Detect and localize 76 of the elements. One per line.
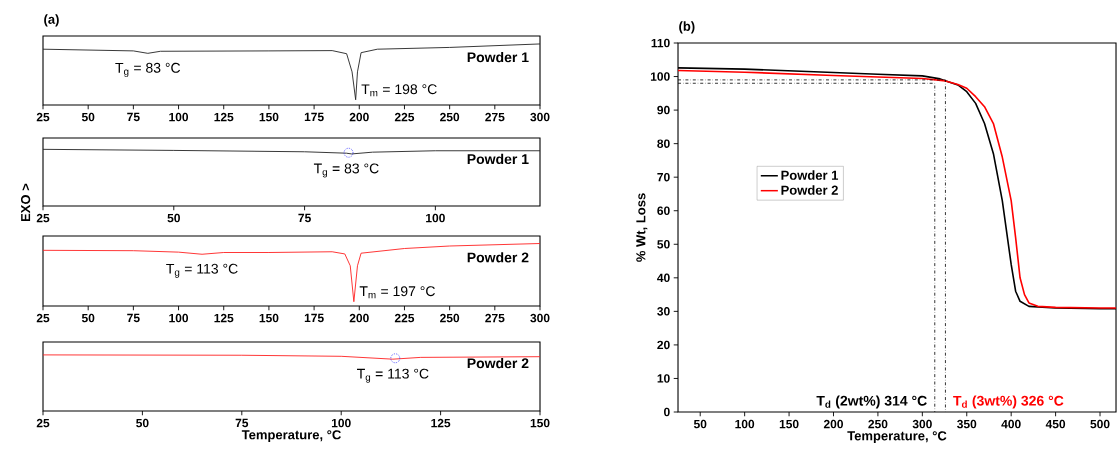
x-tick-label: 50 <box>136 418 149 428</box>
x-axis-title: Temperature, °C <box>241 430 341 442</box>
legend-label: Powder 2 <box>781 185 838 195</box>
x-tick-label: 250 <box>440 313 460 323</box>
x-tick-label: 50 <box>693 419 707 429</box>
x-tick-label: 25 <box>36 418 50 428</box>
x-tick-label: 200 <box>349 313 369 323</box>
x-tick-label: 150 <box>259 112 279 122</box>
annotation: T$_{d}$ (2wt%) 314 °C <box>816 395 927 409</box>
x-tick-label: 225 <box>394 112 415 122</box>
y-tick-label: 70 <box>657 172 670 182</box>
y-tick-label: 40 <box>657 273 670 283</box>
x-tick-label: 50 <box>167 213 180 223</box>
x-tick-label: 75 <box>127 112 140 122</box>
x-tick-label: 175 <box>304 313 324 323</box>
annotation: T$_{g}$ = 113 °C <box>166 263 238 278</box>
x-tick-label: 275 <box>485 112 505 122</box>
y-tick-label: 0 <box>664 407 670 417</box>
annotation: T$_{g}$ = 113 °C <box>357 368 429 383</box>
x-tick-label: 125 <box>431 418 451 428</box>
x-tick-label: 300 <box>530 112 550 122</box>
x-tick-label: 50 <box>81 313 95 323</box>
x-tick-label: 300 <box>912 419 932 429</box>
series-label: Powder 1 <box>467 153 529 165</box>
y-tick-label: 110 <box>651 38 670 48</box>
chart-title: (a) <box>44 14 59 27</box>
x-tick-label: 100 <box>426 213 445 223</box>
annotation: T$_{g}$ = 83 °C <box>313 163 379 178</box>
x-tick-label: 225 <box>394 313 415 323</box>
x-tick-label: 25 <box>36 213 50 223</box>
y-tick-label: 100 <box>650 72 670 81</box>
x-tick-label: 150 <box>779 419 799 429</box>
x-tick-label: 250 <box>440 112 460 122</box>
y-tick-label: 20 <box>657 340 670 350</box>
x-tick-label: 450 <box>1045 419 1066 429</box>
series-label: Powder 1 <box>467 51 529 63</box>
y-tick-label: 80 <box>657 139 670 148</box>
y-tick-label: 90 <box>657 105 670 115</box>
x-tick-label: 175 <box>304 112 324 122</box>
x-tick-label: 50 <box>81 112 95 122</box>
x-tick-label: 350 <box>957 419 977 429</box>
x-tick-label: 500 <box>1090 419 1110 429</box>
x-tick-label: 100 <box>735 419 755 429</box>
y-axis-title: EXO > <box>21 183 31 222</box>
legend-label: Powder 1 <box>781 170 839 180</box>
x-axis-title: Temperature, °C <box>847 431 947 443</box>
x-tick-label: 150 <box>259 313 279 323</box>
x-tick-label: 25 <box>36 313 50 323</box>
y-tick-label: 50 <box>657 240 670 249</box>
x-tick-label: 100 <box>169 313 189 323</box>
x-tick-label: 125 <box>214 112 234 122</box>
x-tick-label: 200 <box>349 112 369 122</box>
x-tick-label: 275 <box>485 313 505 323</box>
x-tick-label: 150 <box>530 418 550 428</box>
y-tick-label: 60 <box>657 206 670 215</box>
x-tick-label: 75 <box>127 313 140 323</box>
annotation: T$_{m}$ = 198 °C <box>361 84 437 97</box>
y-axis-title: % Wt, Loss <box>636 193 648 262</box>
x-tick-label: 75 <box>298 213 311 223</box>
annotation: T$_{m}$ = 197 °C <box>359 286 435 299</box>
x-tick-label: 250 <box>868 419 888 429</box>
x-tick-label: 125 <box>214 313 234 323</box>
x-tick-label: 200 <box>823 419 843 429</box>
chart-title: (b) <box>679 21 695 34</box>
series-label: Powder 2 <box>467 357 529 369</box>
y-tick-label: 30 <box>657 307 670 316</box>
annotation: T$_{g}$ = 83 °C <box>115 62 181 77</box>
x-tick-label: 400 <box>1001 419 1021 429</box>
x-tick-label: 25 <box>36 112 50 122</box>
x-tick-label: 75 <box>235 418 249 428</box>
x-tick-label: 300 <box>530 313 550 323</box>
x-tick-label: 100 <box>331 418 351 428</box>
x-tick-label: 100 <box>169 112 189 122</box>
annotation: T$_{d}$ (3wt%) 326 °C <box>953 395 1064 409</box>
series-label: Powder 2 <box>467 252 529 263</box>
y-tick-label: 10 <box>657 374 670 383</box>
